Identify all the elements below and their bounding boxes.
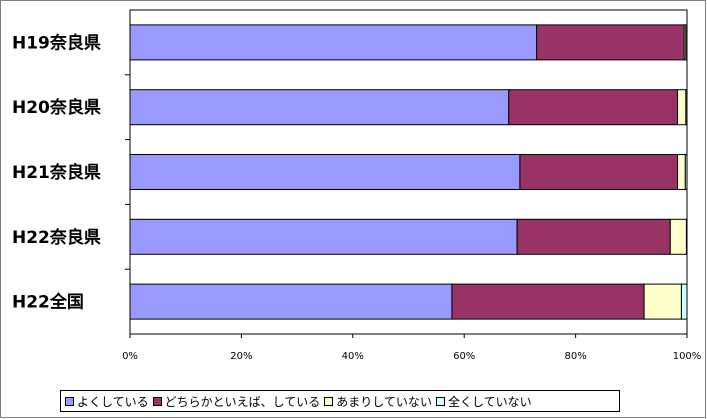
bar-segment-5-1 — [129, 283, 453, 320]
category-label: H22奈良県 — [12, 227, 101, 248]
category-label: H21奈良県 — [12, 162, 101, 183]
legend-label: あまりしていない — [336, 394, 432, 409]
bar-segment-1-2 — [536, 24, 685, 61]
bar-segment-3-1 — [129, 154, 521, 190]
bar-segment-1-1 — [129, 24, 538, 61]
legend-label: よくしている — [77, 394, 149, 409]
bar-segment-2-4 — [685, 89, 688, 126]
bar-segment-3-2 — [519, 154, 679, 190]
bar-segment-2-2 — [508, 89, 679, 126]
legend-item: よくしている — [65, 393, 149, 410]
bar-segment-3-3 — [677, 154, 686, 190]
category-label: H20奈良県 — [12, 97, 101, 118]
legend-label: どちらかといえば、している — [164, 394, 321, 409]
bar-segment-5-3 — [643, 283, 682, 320]
bar-segment-2-1 — [129, 89, 510, 126]
x-tick-label: 60% — [453, 351, 475, 362]
bar-segment-3-4 — [684, 154, 688, 190]
x-tick-label: 0% — [122, 351, 138, 362]
bar-segment-5-4 — [680, 283, 688, 320]
x-tick-label: 20% — [230, 351, 252, 362]
x-tick-label: 80% — [564, 351, 586, 362]
legend-swatch — [435, 396, 445, 406]
category-label: H19奈良県 — [12, 32, 101, 53]
bar-segment-2-3 — [677, 89, 687, 126]
category-label: H22全国 — [12, 292, 84, 313]
legend-swatch — [152, 396, 162, 406]
legend-label: 全くしていない — [447, 394, 532, 409]
legend: よくしている どちらかといえば、している あまりしていない 全くしていない — [60, 390, 620, 412]
x-tick-label: 100% — [673, 351, 702, 362]
legend-swatch — [65, 396, 74, 406]
bar-segment-4-2 — [516, 218, 671, 255]
bar-segment-4-3 — [669, 218, 687, 255]
legend-item: 全くしていない — [435, 393, 532, 410]
bar-segment-1-4 — [685, 24, 688, 61]
legend-item: どちらかといえば、している — [152, 393, 321, 410]
legend-swatch — [324, 396, 334, 406]
x-tick-label: 40% — [342, 351, 364, 362]
legend-item: あまりしていない — [324, 393, 432, 410]
bar-segment-4-1 — [129, 218, 518, 255]
bar-segment-5-2 — [451, 283, 645, 320]
bar-segment-4-4 — [685, 218, 688, 255]
